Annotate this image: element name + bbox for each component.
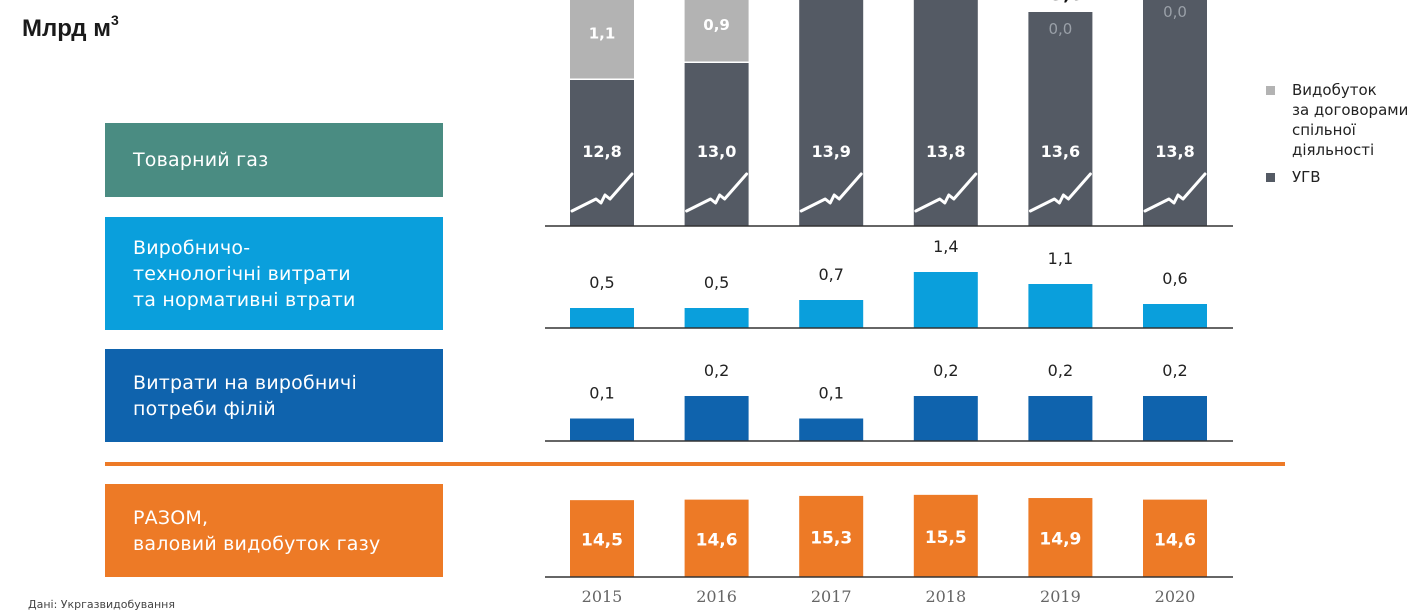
- axis-break-2016: [685, 172, 749, 213]
- xtick-2019: 2019: [1040, 587, 1081, 606]
- row-label-own-needs: Витрати на виробничі потреби філій: [105, 349, 443, 442]
- bar-jv-2016: [684, 0, 749, 62]
- row-label-commercial-gas: Товарний газ: [105, 123, 443, 197]
- label-own-2019: 0,2: [1048, 361, 1073, 380]
- label-jv-2020: 0,0: [1163, 3, 1187, 21]
- bar-total-2015: [570, 500, 634, 577]
- bar-tech-2018: [913, 272, 978, 328]
- bar-tech-2016: [684, 308, 749, 328]
- label-total-2015: 14,5: [581, 531, 623, 551]
- axis-break-2020: [1143, 172, 1207, 213]
- bar-tech-2017: [799, 300, 864, 328]
- label-tech-2015: 0,5: [589, 273, 614, 292]
- label-jv-2015: 1,1: [589, 24, 616, 42]
- bar-jv-2015: [570, 0, 634, 79]
- label-total-2019: 13,6: [1038, 0, 1082, 5]
- axis-break-2018: [914, 172, 978, 213]
- bar-ugv-2019: [1028, 12, 1093, 226]
- xtick-2017: 2017: [811, 587, 852, 606]
- label-total-2019: 14,9: [1039, 530, 1081, 550]
- bar-own-2015: [570, 418, 634, 441]
- label-own-2020: 0,2: [1162, 361, 1187, 380]
- xtick-2018: 2018: [925, 587, 966, 606]
- bar-tech-2015: [570, 308, 634, 328]
- label-jv-2019: 0,0: [1048, 20, 1072, 38]
- label-tech-2019: 1,1: [1048, 249, 1073, 268]
- bar-tech-2020: [1143, 304, 1207, 328]
- bar-ugv-2017: [799, 0, 864, 226]
- legend-jv-square-icon: [1266, 86, 1275, 95]
- xtick-2020: 2020: [1155, 587, 1196, 606]
- label-total-2020: 14,6: [1154, 530, 1196, 550]
- label-ugv-2020: 13,8: [1155, 142, 1194, 161]
- bar-tech-2019: [1028, 284, 1093, 328]
- label-own-2016: 0,2: [704, 361, 729, 380]
- label-own-2018: 0,2: [933, 361, 958, 380]
- label-jv-2016: 0,9: [703, 16, 730, 34]
- label-own-2017: 0,1: [818, 384, 843, 403]
- legend-jv-label: Видобуток за договорами спільної діяльно…: [1292, 81, 1409, 159]
- unit-title: Млрд м3: [22, 12, 119, 42]
- row-label-total: РАЗОМ, валовий видобуток газу: [105, 484, 443, 577]
- axis-break-2017: [799, 172, 863, 213]
- label-ugv-2016: 13,0: [697, 142, 736, 161]
- label-ugv-2019: 13,6: [1041, 142, 1080, 161]
- label-total-2018: 15,5: [925, 528, 967, 548]
- bar-own-2017: [799, 418, 864, 441]
- bar-ugv-2018: [913, 0, 978, 226]
- xtick-2016: 2016: [696, 587, 737, 606]
- label-tech-2017: 0,7: [818, 265, 843, 284]
- label-total-2017: 15,3: [810, 528, 852, 548]
- total-divider: [105, 462, 1285, 466]
- label-ugv-2015: 12,8: [582, 142, 621, 161]
- bar-total-2017: [799, 495, 864, 577]
- axis-break-2015: [570, 172, 634, 213]
- bar-total-2020: [1143, 499, 1207, 577]
- axis-break-2019: [1028, 172, 1092, 213]
- label-ugv-2018: 13,8: [926, 142, 965, 161]
- legend-ugv-square-icon: [1266, 173, 1275, 182]
- bar-total-2019: [1028, 498, 1093, 577]
- xtick-2015: 2015: [582, 587, 623, 606]
- bar-own-2020: [1143, 396, 1207, 441]
- bar-own-2018: [913, 396, 978, 441]
- label-total-2016: 14,6: [696, 530, 738, 550]
- bar-ugv-2020: [1143, 0, 1207, 226]
- label-tech-2020: 0,6: [1162, 269, 1187, 288]
- bar-total-2016: [684, 499, 749, 577]
- source-note: Дані: Укргазвидобування: [28, 598, 175, 611]
- label-ugv-2017: 13,9: [811, 142, 850, 161]
- bar-own-2016: [684, 396, 749, 441]
- label-tech-2018: 1,4: [933, 237, 958, 256]
- label-tech-2016: 0,5: [704, 273, 729, 292]
- bar-total-2018: [913, 494, 978, 577]
- row-label-tech-losses: Виробничо- технологічні витрати та норма…: [105, 217, 443, 330]
- label-own-2015: 0,1: [589, 384, 614, 403]
- legend-ugv-label: УГВ: [1292, 168, 1321, 186]
- bar-own-2019: [1028, 396, 1093, 441]
